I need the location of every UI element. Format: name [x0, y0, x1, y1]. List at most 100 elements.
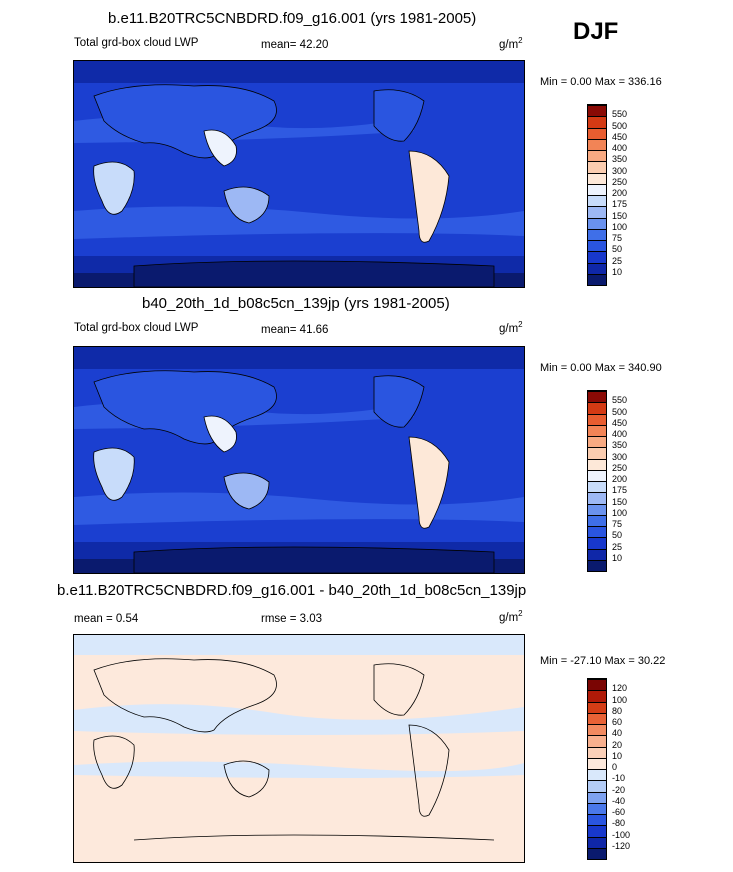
colorbar-box [588, 172, 606, 184]
season-label: DJF [573, 18, 619, 45]
colorbar-box [588, 791, 606, 803]
colorbar-tick-label: 350 [612, 440, 628, 451]
colorbar-box [588, 206, 606, 218]
colorbar-tick-label: 10 [612, 266, 623, 277]
colorbar-box [588, 757, 606, 769]
colorbar-box [588, 402, 606, 414]
colorbar-tick-label: 175 [612, 485, 628, 496]
colorbar-box [588, 514, 606, 526]
colorbar-tick-label: 20 [612, 739, 623, 750]
colorbar-tick-label: 75 [612, 519, 623, 529]
colorbar-box [588, 251, 606, 263]
colorbar-box [588, 183, 606, 195]
colorbar-tick-label: 175 [612, 199, 628, 210]
colorbar-tick-label: -100 [612, 829, 631, 840]
colorbar-tick-label: 50 [612, 244, 623, 255]
colorbar-box [588, 424, 606, 436]
colorbar-box [588, 150, 606, 162]
panel3-title: b.e11.B20TRC5CNBDRD.f09_g16.001 - b40_20… [57, 582, 527, 599]
colorbar-tick-label: 300 [612, 451, 628, 462]
colorbar-box [588, 127, 606, 139]
colorbar-box [588, 492, 606, 504]
colorbar-box [588, 195, 606, 207]
colorbar-box [588, 105, 606, 117]
panel1-colorbar [587, 104, 607, 286]
colorbar-box [588, 116, 606, 128]
colorbar-tick-label: -20 [612, 784, 626, 795]
colorbar-tick-label: 400 [612, 429, 628, 439]
colorbar-tick-label: 25 [612, 255, 623, 266]
colorbar-box [588, 458, 606, 470]
panel2-title: b40_20th_1d_b08c5cn_139jp (yrs 1981-2005… [142, 295, 450, 312]
panel3-minmax: Min = -27.10 Max = 30.22 [540, 655, 666, 667]
colorbar-tick-label: 550 [612, 395, 628, 406]
colorbar-box [588, 436, 606, 448]
colorbar-tick-label: 60 [612, 717, 623, 727]
colorbar-box [588, 690, 606, 702]
colorbar-box [588, 217, 606, 229]
colorbar-tick-label: 10 [612, 552, 623, 563]
colorbar-tick-label: 200 [612, 474, 628, 484]
panel1-variable-label: Total grd-box cloud LWP [74, 37, 199, 49]
colorbar-tick-label: 80 [612, 705, 623, 716]
colorbar-tick-label: 550 [612, 109, 628, 120]
colorbar-box [588, 228, 606, 240]
colorbar-tick-label: -60 [612, 807, 626, 817]
colorbar-tick-label: 500 [612, 120, 628, 131]
colorbar-tick-label: 100 [612, 507, 628, 518]
panel3-mean: mean = 0.54 [74, 613, 139, 625]
colorbar-tick-label: 450 [612, 417, 628, 428]
panel2-mean: mean= 41.66 [261, 324, 329, 336]
panel3-colorbar [587, 678, 607, 860]
colorbar-box [588, 503, 606, 515]
panel2-map [73, 346, 525, 574]
colorbar-box [588, 548, 606, 560]
colorbar-box [588, 679, 606, 691]
colorbar-box [588, 138, 606, 150]
colorbar-tick-label: -120 [612, 840, 631, 851]
panel2-variable-label: Total grd-box cloud LWP [74, 322, 199, 334]
panel3-map [73, 634, 525, 863]
colorbar-box [588, 469, 606, 481]
colorbar-box [588, 447, 606, 459]
panel2-colorbar [587, 390, 607, 572]
panel3-rmse: rmse = 3.03 [261, 613, 323, 625]
colorbar-tick-label: -10 [612, 773, 626, 784]
colorbar-tick-label: 450 [612, 131, 628, 142]
colorbar-box [588, 161, 606, 173]
colorbar-tick-label: 75 [612, 233, 623, 243]
colorbar-tick-label: 150 [612, 496, 628, 507]
colorbar-tick-label: 120 [612, 683, 628, 694]
colorbar-tick-label: 300 [612, 165, 628, 176]
panel2-minmax: Min = 0.00 Max = 340.90 [540, 362, 662, 374]
colorbar-box [588, 413, 606, 425]
colorbar-box [588, 735, 606, 747]
colorbar-box [588, 712, 606, 724]
colorbar-tick-label: 400 [612, 143, 628, 153]
colorbar-box [588, 391, 606, 403]
colorbar-box [588, 780, 606, 792]
colorbar-box [588, 273, 606, 285]
colorbar-tick-label: 100 [612, 221, 628, 232]
colorbar-box [588, 701, 606, 713]
colorbar-tick-label: 200 [612, 188, 628, 198]
colorbar-tick-label: 100 [612, 694, 628, 705]
colorbar-box [588, 802, 606, 814]
colorbar-tick-label: 10 [612, 750, 623, 761]
panel1-minmax: Min = 0.00 Max = 336.16 [540, 76, 662, 88]
colorbar-tick-label: 350 [612, 154, 628, 165]
colorbar-box [588, 847, 606, 859]
colorbar-box [588, 769, 606, 781]
colorbar-tick-label: 250 [612, 462, 628, 473]
panel1-map [73, 60, 525, 288]
colorbar-box [588, 526, 606, 538]
colorbar-tick-label: 250 [612, 176, 628, 187]
colorbar-box [588, 814, 606, 826]
colorbar-tick-label: -80 [612, 818, 626, 829]
colorbar-box [588, 481, 606, 493]
panel1-mean: mean= 42.20 [261, 39, 329, 51]
colorbar-tick-label: 25 [612, 541, 623, 552]
panel1-units: g/m2 [499, 36, 523, 51]
colorbar-box [588, 240, 606, 252]
colorbar-tick-label: 40 [612, 728, 623, 739]
